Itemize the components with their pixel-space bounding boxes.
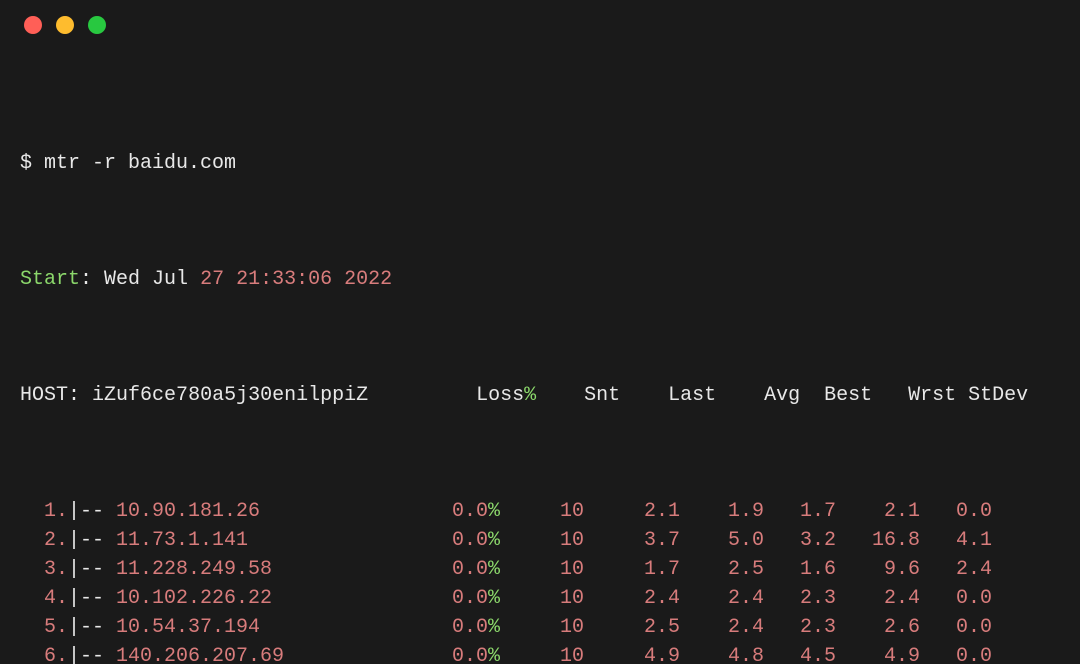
hop-wrst: 2.6 [836, 613, 920, 642]
terminal-output: $ mtr -r baidu.com Start: Wed Jul 27 21:… [20, 62, 1064, 664]
hop-row: 1.|-- 10.90.181.260.0%102.11.91.72.10.0 [20, 497, 1064, 526]
hop-host: 140.206.207.69 [116, 642, 416, 664]
hop-avg: 2.5 [680, 555, 764, 584]
hop-stdev: 2.4 [920, 555, 992, 584]
hop-row: 3.|-- 11.228.249.580.0%101.72.51.69.62.4 [20, 555, 1064, 584]
hop-separator: |-- [68, 497, 116, 526]
hop-wrst: 16.8 [836, 526, 920, 555]
hop-avg: 2.4 [680, 584, 764, 613]
prompt-line: $ mtr -r baidu.com [20, 149, 1064, 178]
hop-wrst: 4.9 [836, 642, 920, 664]
hop-loss: 0.0% [416, 642, 500, 664]
hop-separator: |-- [68, 584, 116, 613]
hop-best: 4.5 [764, 642, 836, 664]
hop-index: 4. [20, 584, 68, 613]
hop-index: 5. [20, 613, 68, 642]
hop-stdev: 0.0 [920, 613, 992, 642]
hop-avg: 5.0 [680, 526, 764, 555]
col-loss: Loss [476, 384, 524, 407]
hop-host: 11.73.1.141 [116, 526, 416, 555]
command-text: mtr -r baidu.com [44, 149, 236, 178]
host-label: HOST [20, 381, 68, 410]
hop-loss: 0.0% [416, 613, 500, 642]
hop-host: 10.54.37.194 [116, 613, 416, 642]
hop-last: 4.9 [584, 642, 680, 664]
window-traffic-lights [24, 16, 106, 34]
hop-wrst: 9.6 [836, 555, 920, 584]
hop-host: 10.102.226.22 [116, 584, 416, 613]
start-colon: : [80, 265, 92, 294]
col-wrst: Wrst [872, 381, 956, 410]
hop-snt: 10 [500, 497, 584, 526]
hop-row: 6.|-- 140.206.207.690.0%104.94.84.54.90.… [20, 642, 1064, 664]
hop-separator: |-- [68, 613, 116, 642]
hop-host: 10.90.181.26 [116, 497, 416, 526]
terminal-window: $ mtr -r baidu.com Start: Wed Jul 27 21:… [0, 0, 1080, 664]
hop-loss: 0.0% [416, 526, 500, 555]
hop-host: 11.228.249.58 [116, 555, 416, 584]
hop-avg: 4.8 [680, 642, 764, 664]
hop-avg: 2.4 [680, 613, 764, 642]
hop-best: 2.3 [764, 584, 836, 613]
start-datetime: 27 21:33:06 2022 [200, 265, 392, 294]
hop-snt: 10 [500, 555, 584, 584]
hop-row: 2.|-- 11.73.1.1410.0%103.75.03.216.84.1 [20, 526, 1064, 555]
hop-index: 2. [20, 526, 68, 555]
hop-index: 1. [20, 497, 68, 526]
col-stdev: StDev [956, 381, 1028, 410]
close-icon[interactable] [24, 16, 42, 34]
col-last: Last [620, 381, 716, 410]
hop-row: 5.|-- 10.54.37.1940.0%102.52.42.32.60.0 [20, 613, 1064, 642]
hop-index: 6. [20, 642, 68, 664]
minimize-icon[interactable] [56, 16, 74, 34]
col-avg: Avg [716, 381, 800, 410]
start-date: Wed Jul [92, 265, 200, 294]
hop-snt: 10 [500, 642, 584, 664]
hop-best: 3.2 [764, 526, 836, 555]
hop-snt: 10 [500, 613, 584, 642]
hop-last: 1.7 [584, 555, 680, 584]
hop-stdev: 0.0 [920, 584, 992, 613]
hop-last: 2.5 [584, 613, 680, 642]
hop-best: 1.7 [764, 497, 836, 526]
hop-last: 2.4 [584, 584, 680, 613]
start-line: Start: Wed Jul 27 21:33:06 2022 [20, 265, 1064, 294]
hop-stdev: 0.0 [920, 642, 992, 664]
hop-wrst: 2.1 [836, 497, 920, 526]
start-label: Start [20, 265, 80, 294]
hop-index: 3. [20, 555, 68, 584]
hop-last: 2.1 [584, 497, 680, 526]
hop-snt: 10 [500, 584, 584, 613]
hop-loss: 0.0% [416, 555, 500, 584]
hop-wrst: 2.4 [836, 584, 920, 613]
col-best: Best [800, 381, 872, 410]
prompt-symbol: $ [20, 149, 32, 178]
hop-last: 3.7 [584, 526, 680, 555]
hop-separator: |-- [68, 642, 116, 664]
hop-stdev: 0.0 [920, 497, 992, 526]
hop-loss: 0.0% [416, 584, 500, 613]
maximize-icon[interactable] [88, 16, 106, 34]
hop-separator: |-- [68, 526, 116, 555]
hop-separator: |-- [68, 555, 116, 584]
hop-best: 2.3 [764, 613, 836, 642]
hop-best: 1.6 [764, 555, 836, 584]
hop-stdev: 4.1 [920, 526, 992, 555]
hostname: iZuf6ce780a5j30enilppiZ [92, 381, 368, 410]
hop-row: 4.|-- 10.102.226.220.0%102.42.42.32.40.0 [20, 584, 1064, 613]
hop-avg: 1.9 [680, 497, 764, 526]
hop-snt: 10 [500, 526, 584, 555]
header-line: HOST: iZuf6ce780a5j30enilppiZ Loss%SntLa… [20, 381, 1064, 410]
hops-table: 1.|-- 10.90.181.260.0%102.11.91.72.10.02… [20, 497, 1064, 664]
hop-loss: 0.0% [416, 497, 500, 526]
col-snt: Snt [536, 381, 620, 410]
